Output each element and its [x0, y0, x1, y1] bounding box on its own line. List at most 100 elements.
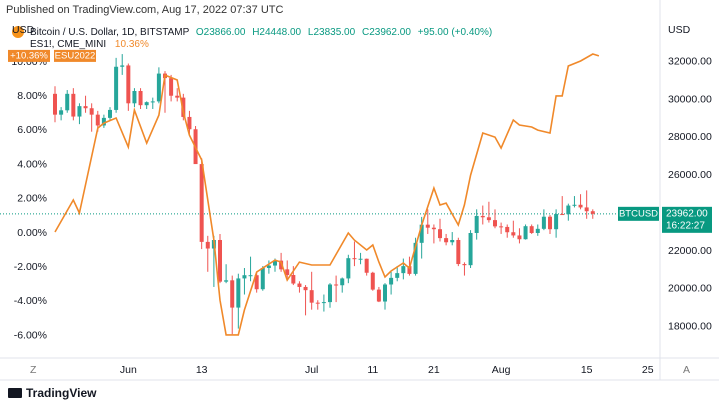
y2-tick-label: 0.00%	[17, 227, 47, 239]
price-tag-value: 23962.00	[666, 208, 708, 219]
symbol-icon	[12, 26, 24, 38]
candle-body	[334, 284, 339, 286]
candle-body	[370, 272, 375, 290]
candle-body	[279, 260, 284, 270]
candle-body	[499, 226, 504, 228]
candle-body	[450, 239, 455, 243]
candle-body	[548, 216, 552, 230]
candle-body	[65, 93, 70, 111]
y2-tick-label: -6.00%	[14, 329, 47, 341]
candle-body	[493, 220, 497, 227]
auto-scale-button[interactable]: A	[683, 364, 690, 376]
candle-body	[132, 90, 137, 104]
candle-body	[438, 229, 442, 239]
candle-body	[328, 284, 332, 303]
x-tick-label: Jun	[120, 364, 137, 376]
candle-body	[169, 78, 174, 96]
price-tag-bg	[662, 206, 712, 233]
y-tick-label: 30000.00	[668, 93, 712, 105]
price-tag-countdown: 16:22:27	[666, 220, 705, 231]
candle-body	[156, 73, 161, 102]
candle-body	[150, 101, 155, 103]
candle-body	[383, 284, 387, 302]
footer-brand: TradingView	[26, 386, 97, 400]
x-tick-label: 13	[196, 364, 208, 376]
candle-body	[560, 214, 565, 216]
price-tag-symbol: BTCUSD	[619, 208, 658, 219]
candle-body	[181, 97, 186, 117]
legend-close: C23962.00	[362, 27, 411, 38]
y2-tick-label: 8.00%	[17, 90, 47, 102]
candle-body	[456, 239, 461, 265]
candle-body	[199, 164, 204, 242]
candle-body	[230, 280, 235, 308]
candle-body	[187, 116, 192, 130]
candle-body	[114, 66, 119, 110]
candle-body	[389, 277, 394, 285]
candle-body	[175, 95, 180, 98]
y-tick-label: 32000.00	[668, 55, 712, 67]
candle-body	[144, 102, 149, 106]
candle-body	[352, 258, 357, 260]
overlay-line	[54, 53, 600, 336]
y2-axis-label: USD	[12, 24, 35, 36]
candle-body	[83, 106, 88, 109]
candle-body	[77, 106, 82, 117]
candle-body	[517, 235, 522, 240]
candle-body	[554, 214, 559, 230]
candle-body	[95, 114, 100, 126]
candle-body	[59, 110, 64, 115]
candle-body	[584, 207, 589, 212]
y-tick-label: 26000.00	[668, 169, 712, 181]
candle-body	[505, 226, 510, 233]
candle-body	[120, 65, 125, 67]
x-tick-label: 11	[367, 364, 378, 376]
candle-body	[205, 241, 210, 249]
candle-body	[358, 258, 363, 260]
candle-body	[242, 275, 247, 279]
candle-body	[468, 232, 473, 266]
y2-tick-label: 2.00%	[17, 193, 47, 205]
candle-body	[218, 239, 222, 282]
x-tick-label: 15	[581, 364, 593, 376]
y2-tick-label: -4.00%	[14, 295, 47, 307]
overlay-tag-symbol-bg	[54, 49, 96, 62]
overlay-tag-value: +10.36%	[10, 50, 48, 61]
candle-body	[590, 211, 595, 214]
y-tick-label: 22000.00	[668, 245, 712, 257]
candle-body	[529, 226, 534, 233]
price-tag-symbol-bg	[618, 206, 659, 221]
legend-main: Bitcoin / U.S. Dollar, 1D, BITSTAMP O238…	[30, 27, 492, 38]
timezone-icon[interactable]: Z	[30, 364, 37, 376]
y2-tick-label: -2.00%	[14, 261, 47, 273]
candle-body	[486, 217, 491, 221]
candle-body	[523, 226, 528, 240]
candle-body	[541, 216, 546, 229]
candle-body	[53, 93, 57, 115]
candle-body	[89, 108, 94, 115]
overlay-tag-symbol: ESU2022	[55, 50, 96, 61]
y-axis-label: USD	[668, 24, 691, 36]
y-tick-label: 18000.00	[668, 320, 712, 332]
x-tick-label: Jul	[305, 364, 318, 376]
published-note: Published on TradingView.com, Aug 17, 20…	[6, 4, 283, 16]
overlay-tag-bg	[8, 49, 50, 62]
candle-body	[266, 265, 271, 269]
candle-body	[407, 266, 412, 274]
legend-high: H24448.00	[252, 27, 301, 38]
y2-tick-label: 4.00%	[17, 158, 47, 170]
candle-body	[401, 266, 406, 274]
footer-logo	[8, 388, 22, 398]
candle-body	[480, 215, 485, 218]
candle-body	[254, 275, 259, 290]
candle-body	[346, 258, 351, 279]
candle-body	[224, 280, 229, 282]
candle-body	[511, 232, 516, 236]
y-tick-label: 28000.00	[668, 131, 712, 143]
candle-body	[138, 90, 143, 106]
candle-body	[395, 273, 400, 278]
y-tick-label: 20000.00	[668, 283, 712, 295]
legend-change: +95.00 (+0.40%)	[418, 27, 493, 38]
